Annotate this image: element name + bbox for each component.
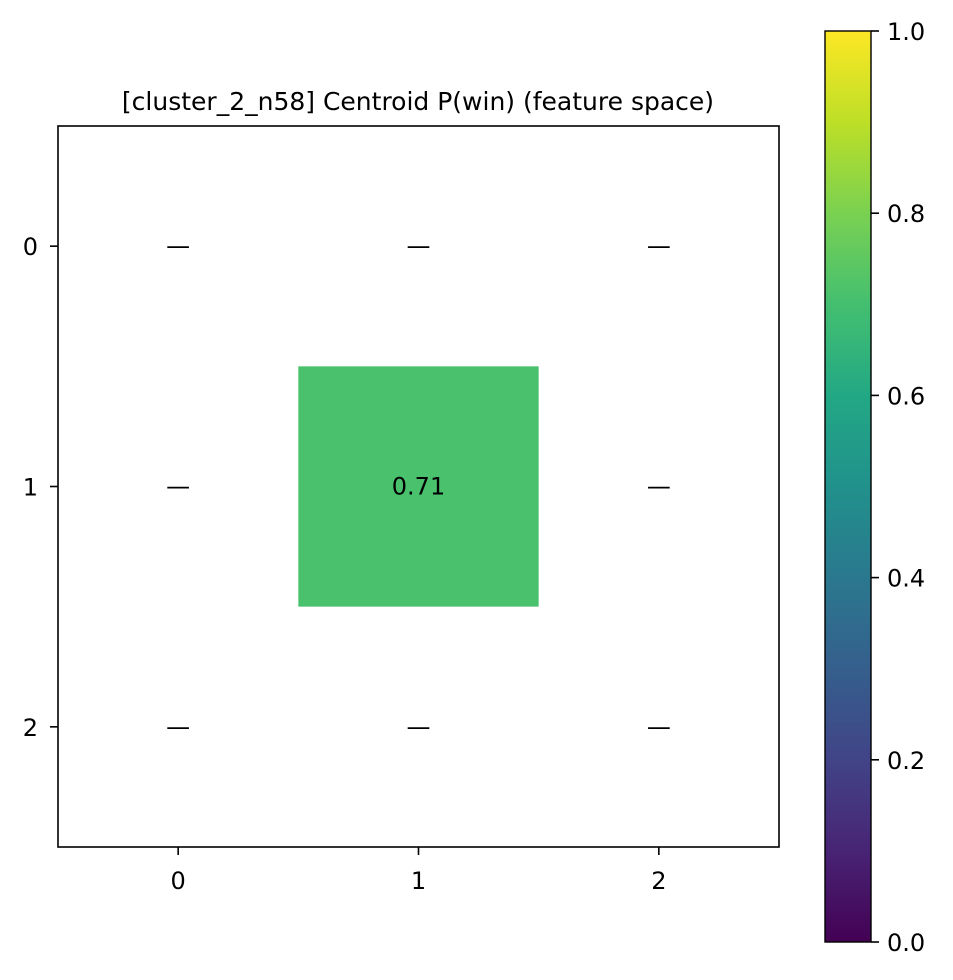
chart-title: [cluster_2_n58] Centroid P(win) (feature… [122,87,714,116]
cell-label-r1-c1: 0.71 [392,473,445,501]
cell-label-r2-c2: — [647,713,671,741]
cell-label-r0-c2: — [647,232,671,260]
cell-label-r1-c2: — [647,473,671,501]
colorbar-tick-label-4: 0.8 [887,200,925,228]
colorbar-tick-label-2: 0.4 [887,565,925,593]
y-axis: 0 1 2 [23,233,58,742]
x-tick-label-1: 1 [411,867,426,895]
y-tick-label-2: 2 [23,714,38,742]
colorbar-tick-label-5: 1.0 [887,18,925,46]
colorbar [824,30,872,943]
y-tick-label-1: 1 [23,474,38,502]
heatmap-cell-labels: — — — — 0.71 — — — — [166,232,671,741]
colorbar-tick-label-0: 0.0 [887,929,925,957]
cell-label-r2-c1: — [407,713,431,741]
x-tick-label-0: 0 [171,867,186,895]
colorbar-tick-label-3: 0.6 [887,382,925,410]
heatmap-cells [298,366,539,607]
colorbar-axis: 0.0 0.2 0.4 0.6 0.8 1.0 [871,18,925,957]
cell-label-r0-c1: — [407,232,431,260]
cell-label-r0-c0: — [166,232,190,260]
x-tick-label-2: 2 [651,867,666,895]
x-axis: 0 1 2 [171,847,666,895]
heatmap-cell-r1-c1 [298,366,539,607]
cell-label-r1-c0: — [166,473,190,501]
y-tick-label-0: 0 [23,233,38,261]
cell-label-r2-c0: — [166,713,190,741]
colorbar-tick-label-1: 0.2 [887,747,925,775]
